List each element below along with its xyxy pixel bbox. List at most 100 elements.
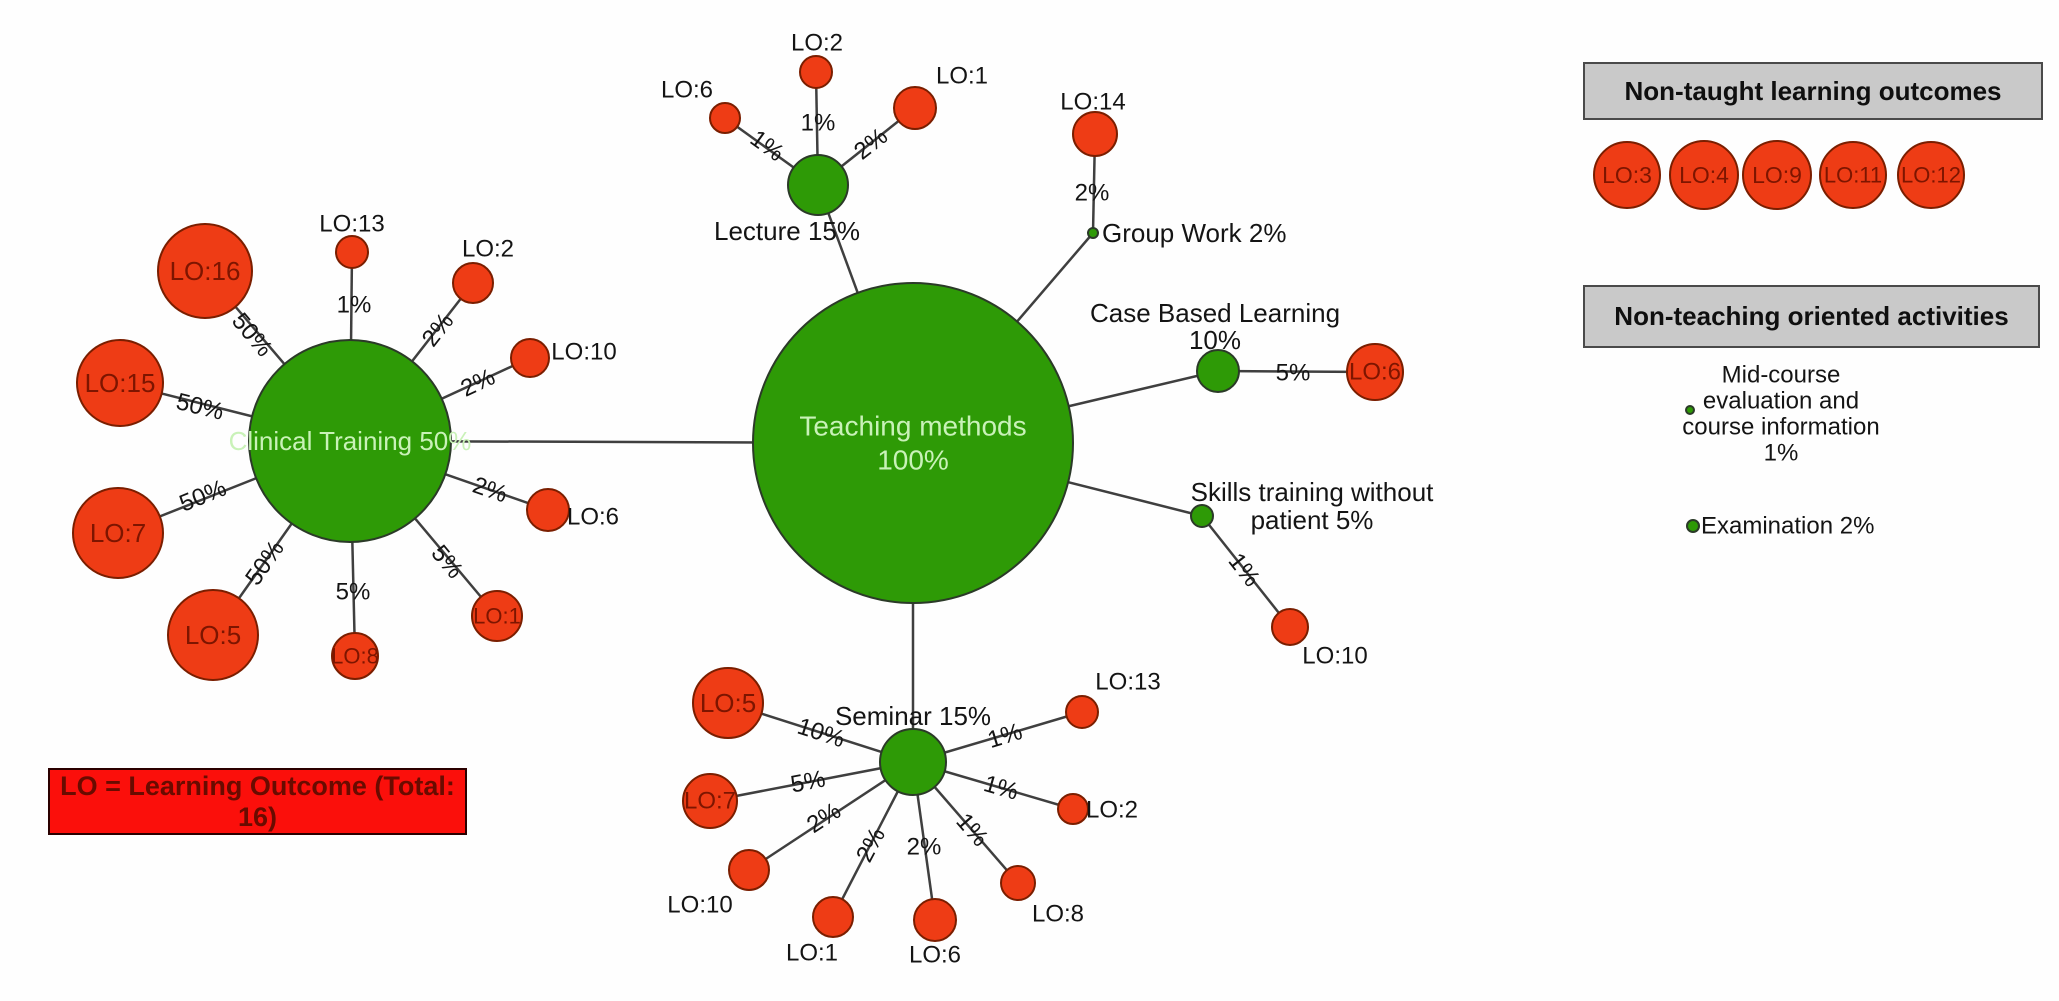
legend-text: LO = Learning Outcome (Total: 16)	[60, 770, 455, 832]
lecture-lo2-label: LO:2	[791, 30, 843, 57]
edge-pct-clinical-lo7: 50%	[176, 474, 231, 517]
node-label-clinical-lo1: LO:1	[473, 604, 521, 629]
non-taught-title: Non-taught learning outcomes	[1624, 75, 2002, 106]
node-label-panel-lo9: LO:9	[1752, 162, 1802, 188]
clinical-lo6-label: LO:6	[567, 504, 619, 531]
skills-label: patient 5%	[1251, 505, 1374, 535]
skills-label: Skills training without	[1191, 477, 1435, 507]
midcourse-label: course information	[1682, 414, 1879, 441]
edge-pct-clinical-lo8: 5%	[336, 579, 371, 606]
clinical-lo13-label: LO:13	[319, 211, 384, 238]
edge-pct-seminar-lo8: 1%	[950, 808, 993, 852]
node-panel-lo9	[1742, 140, 1812, 210]
node-label-seminar-lo7: LO:7	[684, 788, 736, 815]
non-teaching-header: Non-teaching oriented activities	[1583, 285, 2040, 348]
node-group-work	[1087, 227, 1099, 239]
node-label-clinical-lo16: LO:16	[170, 256, 241, 286]
node-lecture-lo1	[893, 86, 937, 130]
node-seminar-lo8	[1000, 865, 1036, 901]
node-lecture-lo6	[709, 102, 741, 134]
edge-pct-skills-lo10: 1%	[1223, 548, 1266, 592]
node-casebased-lo6	[1346, 343, 1404, 401]
clinical-lo2-label: LO:2	[462, 236, 514, 263]
node-lecture-lo2	[799, 55, 833, 89]
node-seminar-lo13	[1065, 695, 1099, 729]
edge-pct-lecture-lo2: 1%	[801, 110, 836, 137]
node-label-clinical-training: Clinical Training 50%	[229, 426, 472, 456]
node-lecture	[787, 154, 849, 216]
node-clinical-lo5	[167, 589, 259, 681]
node-label-teaching-methods: Teaching methods	[799, 411, 1026, 442]
node-panel-lo12	[1897, 141, 1965, 209]
node-panel-lo11	[1819, 141, 1887, 209]
node-clinical-lo1	[471, 590, 523, 642]
non-taught-header: Non-taught learning outcomes	[1583, 62, 2043, 120]
groupwork-lo14-label: LO:14	[1060, 89, 1125, 116]
node-label-panel-lo11: LO:11	[1824, 163, 1882, 188]
node-clinical-lo6	[526, 488, 570, 532]
node-clinical-lo2	[452, 262, 494, 304]
edge-pct-clinical-lo1: 5%	[426, 540, 469, 584]
node-groupwork-lo14	[1072, 111, 1118, 157]
edge-pct-casebased-lo6: 5%	[1276, 360, 1311, 387]
node-panel-lo4	[1669, 140, 1739, 210]
node-clinical-lo8	[331, 632, 379, 680]
edge-pct-clinical-lo10: 2%	[457, 363, 500, 402]
node-label-clinical-lo5: LO:5	[185, 620, 241, 650]
edge-seminar-lo7	[709, 760, 914, 803]
node-seminar-lo7	[682, 773, 738, 829]
node-clinical-lo10	[510, 338, 550, 378]
node-seminar-lo6	[913, 898, 957, 942]
edge-pct-clinical-lo15: 50%	[173, 388, 226, 426]
seminar-lo6-label: LO:6	[909, 942, 961, 969]
edge-pct-clinical-lo13: 1%	[337, 292, 372, 319]
node-label-clinical-lo7: LO:7	[90, 518, 146, 548]
node-midcourse-dot	[1685, 405, 1695, 415]
legend-box: LO = Learning Outcome (Total: 16)	[48, 768, 467, 835]
edge-pct-seminar-lo1: 2%	[851, 823, 891, 866]
edge-skills-lo10	[1201, 515, 1291, 628]
node-clinical-lo16	[157, 223, 253, 319]
lecture-label: Lecture 15%	[714, 216, 860, 246]
node-label-seminar-lo5: LO:5	[700, 688, 756, 718]
casebased-label: Case Based Learning	[1090, 298, 1340, 328]
edge-pct-clinical-lo6: 2%	[469, 472, 511, 509]
node-clinical-lo13	[335, 235, 369, 269]
edge-pct-seminar-lo10: 2%	[802, 797, 846, 839]
node-seminar-lo5	[692, 667, 764, 739]
edge-pct-clinical-lo5: 50%	[240, 536, 290, 591]
lecture-lo6-label: LO:6	[661, 77, 713, 104]
node-seminar-lo2	[1057, 793, 1089, 825]
node-seminar	[879, 728, 947, 796]
edge-pct-clinical-lo16: 50%	[226, 308, 278, 362]
casebased-label: 10%	[1189, 325, 1241, 355]
seminar-lo1-label: LO:1	[786, 940, 838, 967]
groupwork-label: Group Work 2%	[1102, 218, 1286, 248]
midcourse-label: Mid-course	[1722, 362, 1841, 389]
midcourse-label: 1%	[1764, 440, 1799, 467]
node-case-based-learning	[1196, 349, 1240, 393]
non-teaching-title: Non-teaching oriented activities	[1614, 301, 2009, 331]
node-label-panel-lo3: LO:3	[1602, 162, 1652, 188]
node-label-clinical-lo8: LO:8	[331, 644, 379, 669]
clinical-lo10-label: LO:10	[551, 339, 616, 366]
midcourse-label: evaluation and	[1703, 388, 1859, 415]
node-seminar-lo1	[812, 896, 854, 938]
node-panel-lo3	[1593, 141, 1661, 209]
edge-pct-seminar-lo6: 2%	[907, 834, 942, 861]
node-examination-dot	[1686, 519, 1700, 533]
node-label-teaching-methods: 100%	[877, 445, 949, 476]
node-label-panel-lo4: LO:4	[1679, 162, 1729, 188]
node-clinical-lo15	[76, 339, 164, 427]
node-label-clinical-lo15: LO:15	[85, 368, 156, 398]
node-skills-training	[1190, 504, 1214, 528]
seminar-label: Seminar 15%	[835, 701, 991, 731]
node-clinical-lo7	[72, 487, 164, 579]
seminar-lo2-label: LO:2	[1086, 797, 1138, 824]
edge-pct-seminar-lo2: 1%	[981, 770, 1022, 806]
node-label-panel-lo12: LO:12	[1901, 163, 1961, 188]
seminar-lo8-label: LO:8	[1032, 901, 1084, 928]
lecture-lo1-label: LO:1	[936, 63, 988, 90]
